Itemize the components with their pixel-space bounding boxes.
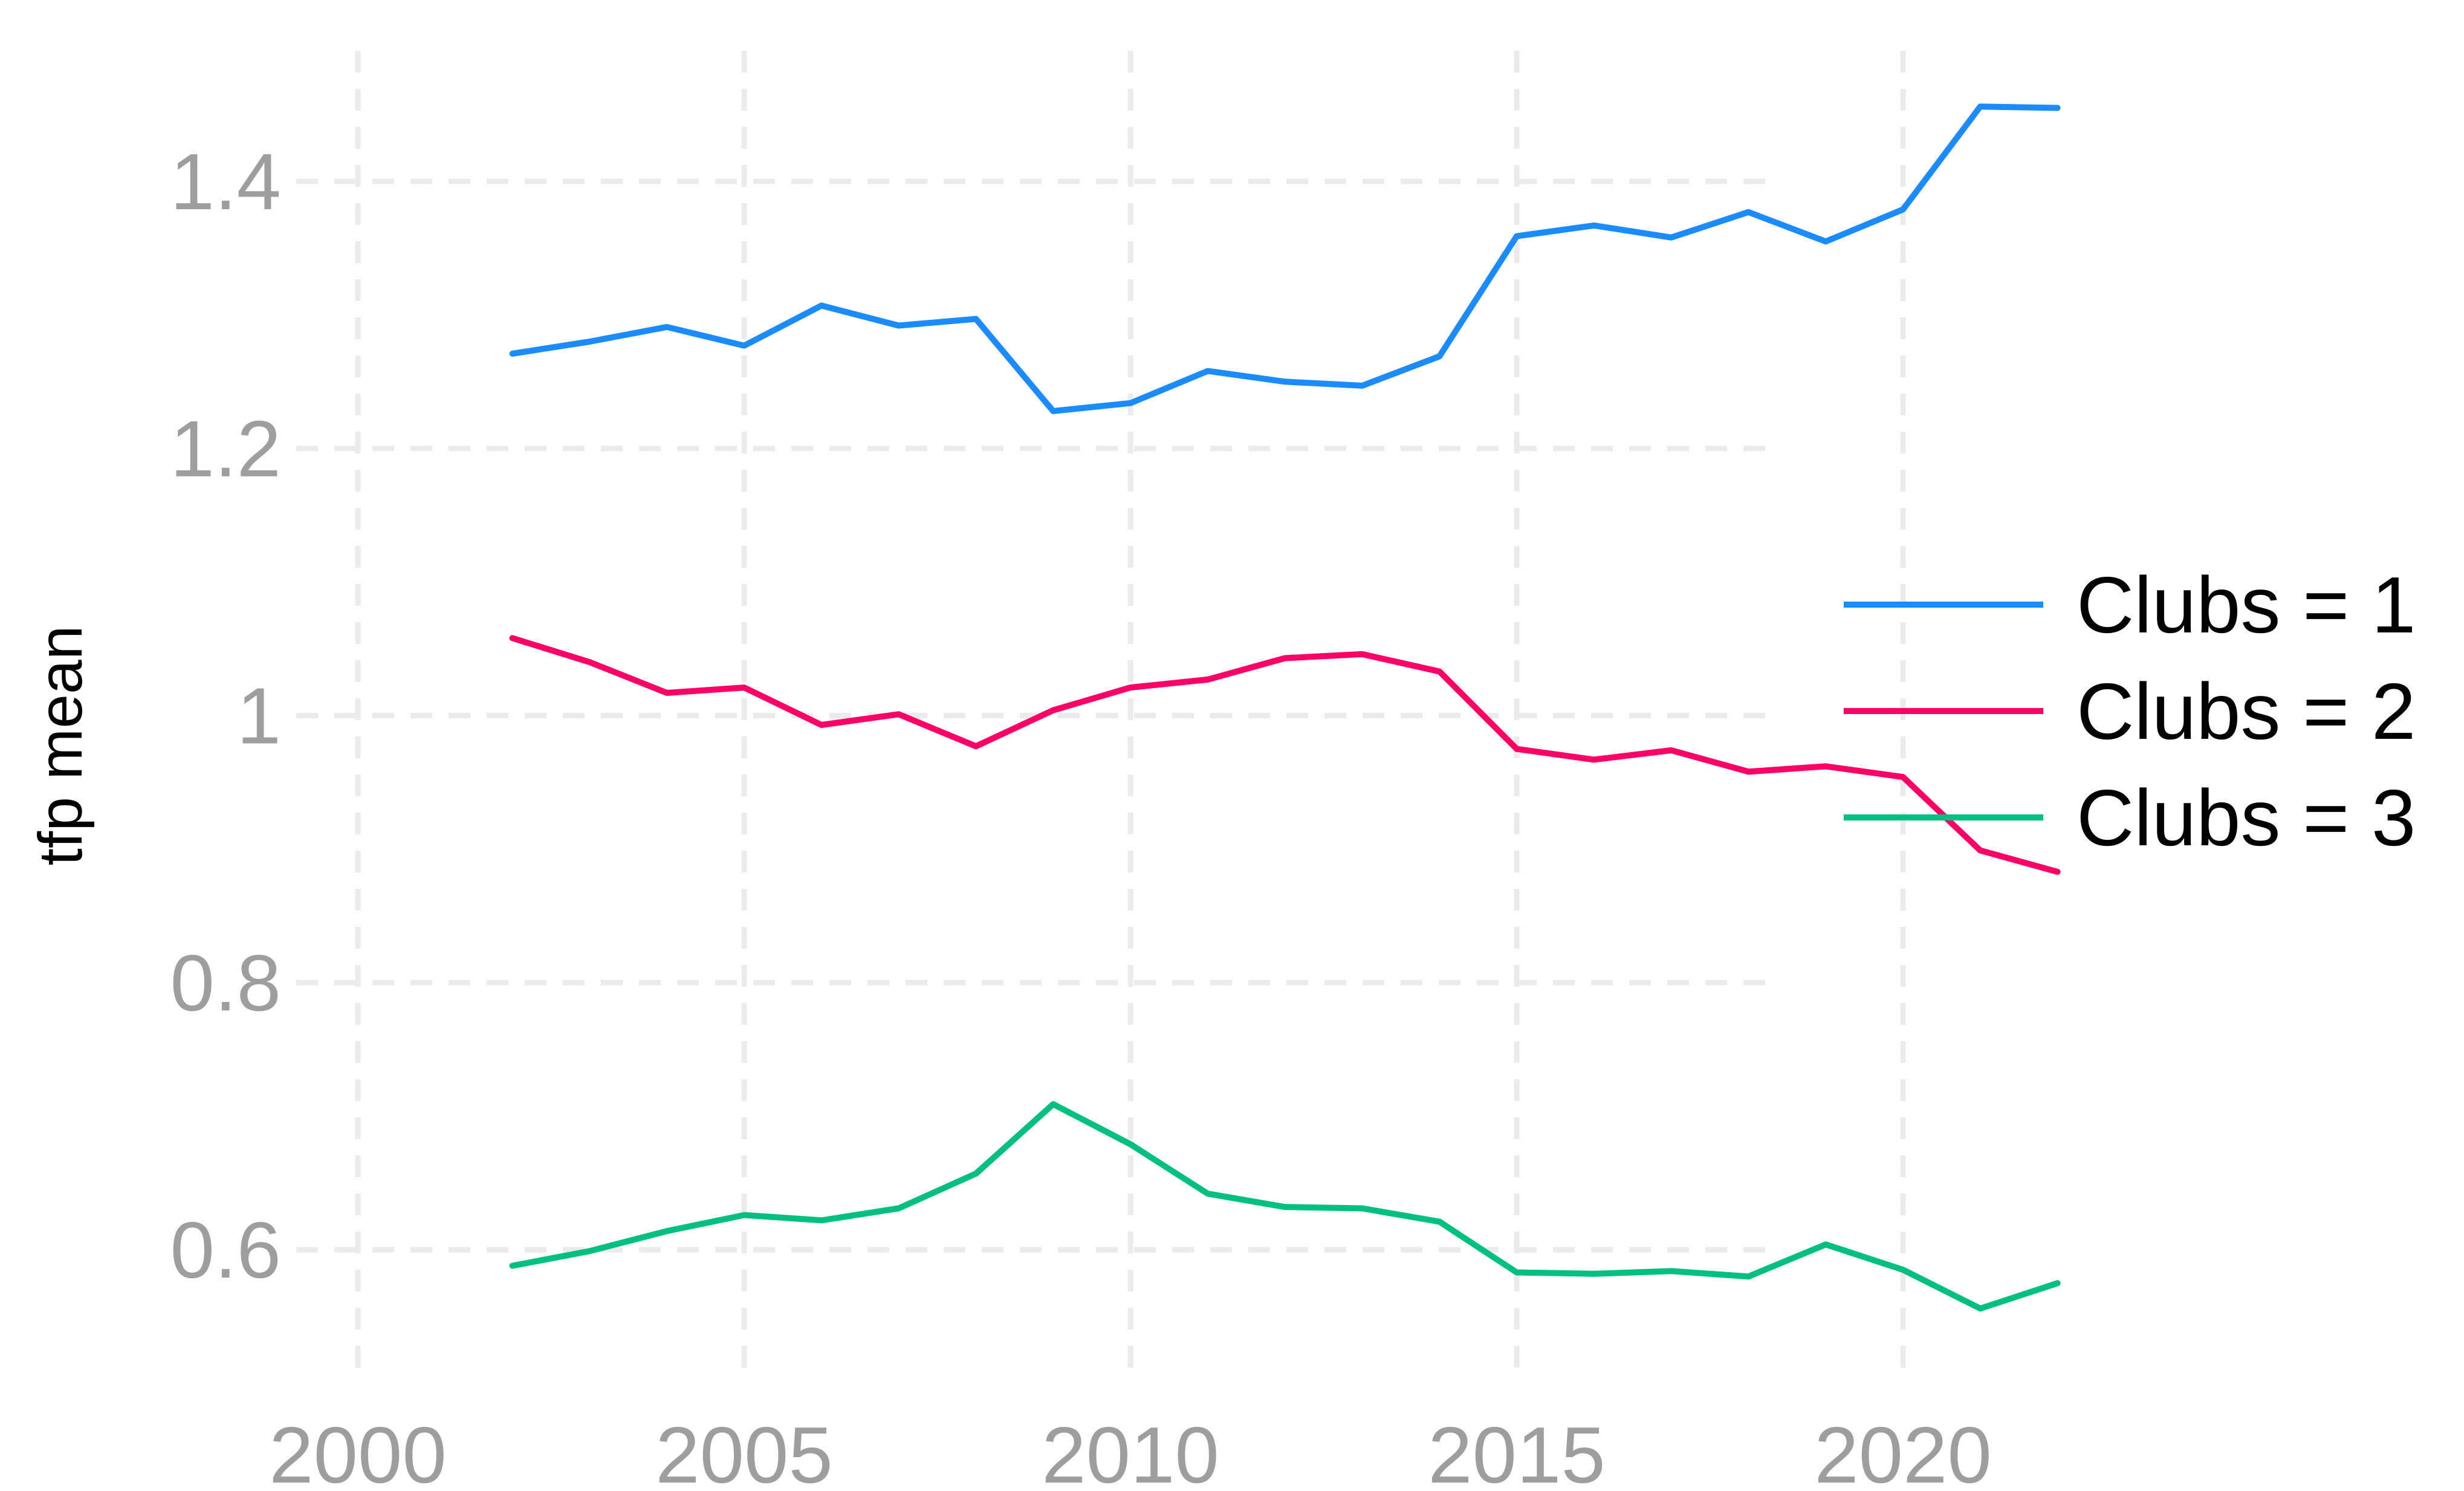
- y-tick-label-0.8: 0.8: [170, 938, 282, 1027]
- legend-item-clubs-2: Clubs = 2: [1844, 667, 2416, 756]
- series-line-clubs-2: [509, 635, 2061, 875]
- legend-label-clubs-2: Clubs = 2: [2077, 667, 2416, 756]
- y-axis-tick-labels: 0.6 0.8 1 1.2 1.4: [170, 137, 282, 1294]
- x-tick-label-2000: 2000: [269, 1411, 447, 1491]
- x-axis-tick-labels: 2000 2005 2010 2015 2020: [269, 1411, 1992, 1491]
- x-tick-label-2010: 2010: [1042, 1411, 1219, 1491]
- legend-item-clubs-1: Clubs = 1: [1844, 560, 2416, 649]
- x-tick-label-2015: 2015: [1428, 1411, 1606, 1491]
- series-line-clubs-1: [509, 103, 2061, 414]
- x-tick-label-2020: 2020: [1814, 1411, 1992, 1491]
- y-tick-label-0.6: 0.6: [170, 1206, 282, 1294]
- legend: Clubs = 1 Clubs = 2 Clubs = 3: [1844, 560, 2416, 862]
- x-tick-label-2005: 2005: [655, 1411, 833, 1491]
- grid: [296, 51, 1906, 1368]
- series-lines: [509, 103, 2061, 1312]
- y-tick-label-1.2: 1.2: [170, 404, 282, 493]
- series-line-clubs-3: [509, 1101, 2061, 1312]
- y-axis-title: tfp mean: [26, 626, 95, 866]
- legend-item-clubs-3: Clubs = 3: [1844, 773, 2416, 862]
- legend-label-clubs-1: Clubs = 1: [2077, 560, 2416, 649]
- legend-label-clubs-3: Clubs = 3: [2077, 773, 2416, 862]
- y-tick-label-1: 1: [237, 672, 281, 761]
- y-tick-label-1.4: 1.4: [170, 137, 282, 226]
